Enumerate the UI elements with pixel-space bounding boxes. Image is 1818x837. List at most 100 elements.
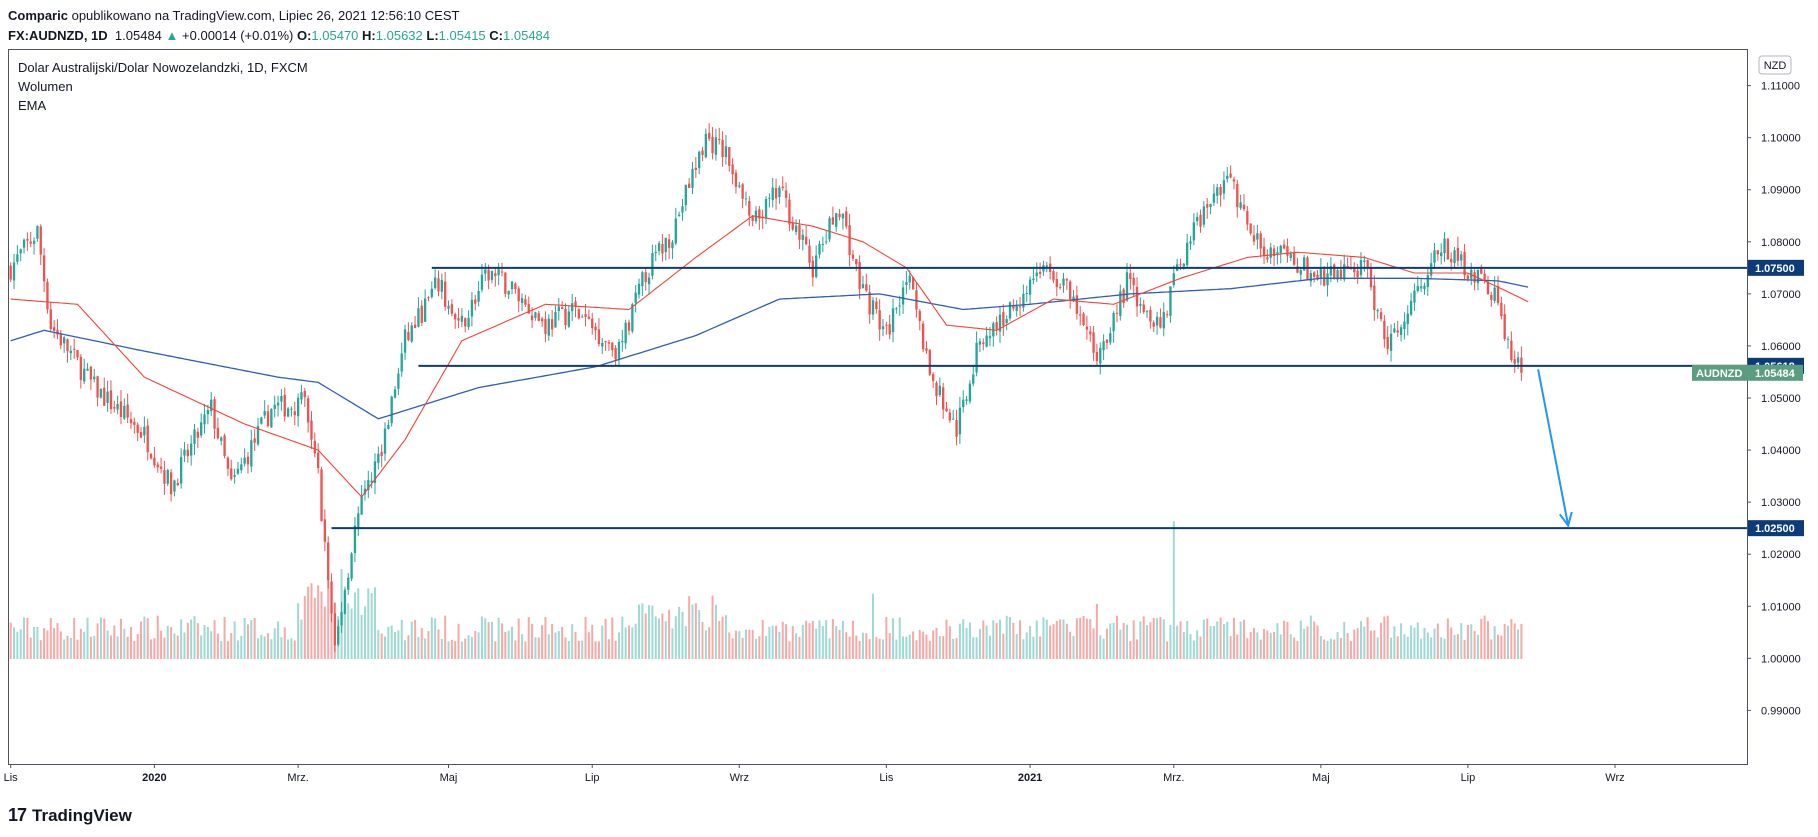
candle-body: [701, 150, 704, 156]
volume-bar: [226, 641, 229, 659]
volume-bar: [1089, 619, 1092, 659]
candle-body: [1219, 186, 1222, 196]
volume-bar: [992, 620, 995, 659]
last-price: 1.05484: [114, 28, 162, 43]
candle-body: [1192, 222, 1196, 241]
candle-body: [1239, 202, 1242, 209]
y-tick-label: 1.07000: [1761, 289, 1801, 301]
legend-volume[interactable]: Wolumen: [18, 79, 73, 94]
candle-body: [420, 305, 423, 323]
volume-bar: [1503, 623, 1506, 659]
volume-bar: [1443, 638, 1446, 659]
x-tick-label: Wrz: [1605, 772, 1624, 784]
candle-body: [1510, 340, 1513, 360]
volume-bar: [988, 635, 991, 659]
volume-bar: [704, 630, 707, 659]
candle-body: [510, 281, 514, 290]
candle-body: [734, 172, 738, 187]
candle-body: [1005, 319, 1008, 324]
candle-body: [1326, 273, 1329, 286]
candle-body: [1105, 339, 1109, 343]
volume-bar: [1259, 639, 1262, 659]
volume-bar: [347, 603, 350, 659]
volume-bar: [53, 628, 56, 659]
volume-bar: [1186, 621, 1189, 659]
candle-body: [901, 287, 905, 305]
candle-body: [1112, 312, 1115, 332]
candle-body: [480, 274, 484, 290]
volume-bar: [460, 641, 463, 659]
candle-body: [1145, 311, 1149, 313]
candle-body: [1272, 248, 1276, 257]
volume-bar: [1119, 629, 1122, 659]
candle-body: [290, 408, 293, 410]
volume-bar: [277, 621, 280, 659]
volume-bar: [821, 626, 824, 659]
volume-bar: [1393, 626, 1396, 659]
candle-body: [878, 310, 881, 330]
currency-badge[interactable]: [1758, 55, 1792, 75]
volume-bar: [1209, 626, 1212, 659]
volume-bar: [684, 626, 687, 659]
candle-body: [333, 613, 337, 646]
candle-body: [9, 265, 12, 280]
volume-bar: [724, 615, 727, 659]
candle-body: [1129, 273, 1132, 280]
candle-body: [1289, 253, 1292, 258]
volume-bar: [811, 620, 814, 659]
volume-bar: [691, 604, 694, 659]
candle-body: [952, 418, 955, 420]
high-value: 1.05632: [375, 28, 423, 43]
candle-body: [377, 453, 380, 463]
candle-body: [1279, 245, 1282, 254]
candle-body: [1266, 257, 1269, 260]
volume-bar: [1072, 636, 1075, 659]
volume-bar: [123, 628, 126, 659]
candle-body: [1366, 260, 1369, 269]
volume-bar: [367, 588, 370, 659]
candle-body: [1446, 238, 1450, 260]
candle-body: [1353, 268, 1356, 273]
candle-body: [173, 480, 176, 492]
close-label: C:: [489, 28, 504, 43]
candle-body: [764, 199, 768, 219]
volume-bar: [1202, 619, 1205, 659]
candle-body: [1256, 233, 1259, 240]
candle-body: [1196, 216, 1199, 222]
candle-body: [276, 402, 280, 406]
candle-body: [1079, 314, 1082, 316]
volume-bar: [434, 618, 437, 659]
volume-bar: [484, 618, 487, 659]
candle-body: [1476, 269, 1480, 284]
volume-bar: [487, 622, 490, 659]
candle-body: [1142, 304, 1145, 313]
candle-body: [1032, 278, 1035, 281]
candle-body: [821, 244, 825, 246]
candle-body: [738, 185, 741, 187]
volume-bar: [240, 635, 243, 659]
candle-body: [62, 337, 66, 344]
volume-bar: [1039, 636, 1042, 659]
y-tick-label: 1.01000: [1761, 601, 1801, 613]
candle-body: [972, 374, 975, 384]
volume-bar: [300, 619, 303, 659]
legend-ema[interactable]: EMA: [18, 98, 47, 113]
candle-body: [965, 399, 968, 401]
volume-bar: [755, 638, 758, 659]
author-name[interactable]: Comparic: [8, 8, 68, 23]
volume-bar: [908, 634, 911, 659]
legend-title[interactable]: Dolar Australijski/Dolar Nowozelandzki, …: [18, 60, 308, 75]
volume-bar: [213, 620, 216, 659]
volume-bar: [1229, 636, 1232, 659]
volume-bar: [387, 626, 390, 659]
candle-body: [410, 325, 413, 342]
tradingview-brand[interactable]: 17 TradingView: [8, 805, 132, 826]
volume-bar: [437, 629, 440, 659]
candle-body: [1092, 332, 1095, 353]
volume-bar: [835, 626, 838, 659]
candle-body: [921, 323, 925, 350]
volume-bar: [1045, 619, 1048, 659]
volume-bar: [601, 625, 604, 659]
candle-body: [113, 407, 116, 409]
